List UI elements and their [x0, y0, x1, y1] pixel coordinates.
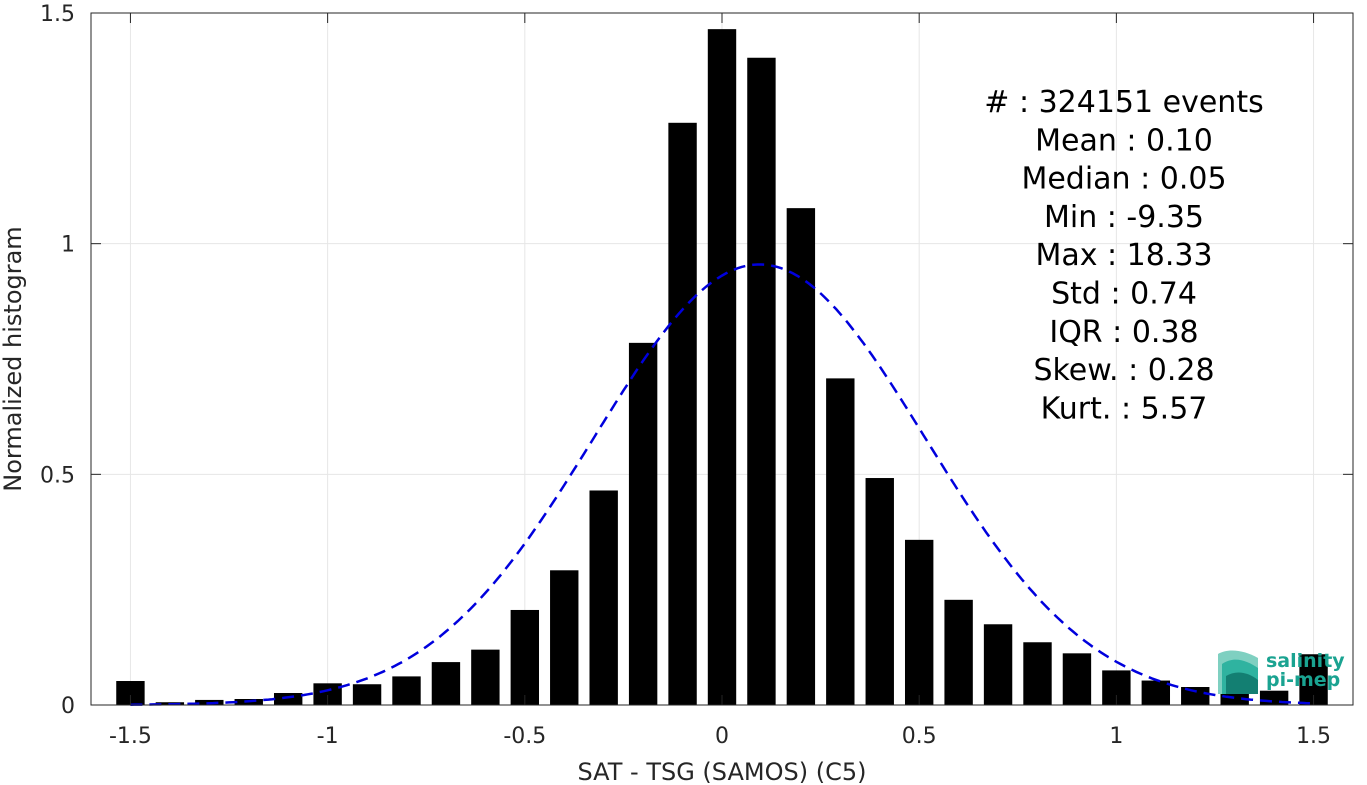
histogram-bar: [392, 676, 421, 705]
histogram-bar: [1141, 680, 1171, 705]
x-tick-label: 0: [715, 724, 729, 749]
histogram-bar: [707, 29, 737, 705]
stat-line: Min : -9.35: [1044, 200, 1204, 235]
histogram-bar: [826, 378, 855, 705]
x-tick-label: -0.5: [503, 724, 546, 749]
x-tick-label: 1.5: [1296, 724, 1331, 749]
histogram-bar: [431, 662, 461, 705]
logo-text-salinity: salinity: [1266, 650, 1345, 672]
x-tick-label: 1: [1109, 724, 1123, 749]
histogram-bar: [116, 681, 145, 705]
histogram-bar: [550, 570, 579, 705]
wave-icon: [1218, 650, 1258, 694]
stat-line: Kurt. : 5.57: [1041, 391, 1208, 426]
histogram-bar: [471, 649, 500, 705]
histogram-bar: [1023, 642, 1052, 705]
histogram-bar: [510, 609, 540, 705]
x-tick-label: -1: [317, 724, 339, 749]
y-tick-label: 0.5: [40, 463, 75, 488]
stat-line: Std : 0.74: [1051, 277, 1197, 312]
y-tick-label: 0: [61, 694, 75, 719]
y-tick-label: 1: [61, 233, 75, 258]
salinity-pi-mep-logo: salinity pi-mep: [1218, 650, 1345, 694]
histogram-bar: [313, 683, 342, 705]
stat-line: Mean : 0.10: [1035, 123, 1213, 158]
histogram-bar: [589, 490, 618, 705]
stat-line: Skew. : 0.28: [1033, 353, 1214, 388]
histogram-bar: [1181, 687, 1210, 705]
histogram-bar: [1062, 653, 1092, 705]
stat-line: # : 324151 events: [984, 85, 1263, 120]
stat-line: Max : 18.33: [1035, 238, 1212, 273]
x-axis-label: SAT - TSG (SAMOS) (C5): [578, 758, 867, 785]
histogram-bar: [668, 122, 697, 705]
histogram-bar: [628, 342, 658, 705]
histogram-bar: [352, 684, 382, 705]
y-tick-label: 1.5: [40, 2, 75, 27]
histogram-bar: [747, 57, 776, 706]
histogram-bar: [786, 208, 816, 706]
histogram-bar: [904, 539, 934, 705]
logo-text-pi-mep: pi-mep: [1266, 669, 1340, 691]
axis-ticks: -1.5 -1 -0.5 0 0.5 1 1.5 0 0.5 1 1.5: [40, 2, 1353, 749]
y-axis-label: Normalized histogram: [0, 226, 27, 491]
histogram-bar: [273, 693, 303, 705]
normal-fit-curve: [130, 263, 1314, 706]
x-tick-label: -1.5: [109, 724, 152, 749]
histogram-bar: [865, 478, 894, 705]
histogram-bar: [983, 624, 1013, 705]
histogram-bar: [944, 599, 973, 705]
x-tick-label: 0.5: [902, 724, 937, 749]
histogram-bars: [116, 29, 1328, 706]
stat-line: IQR : 0.38: [1049, 315, 1198, 350]
stat-line: Median : 0.05: [1021, 162, 1226, 197]
